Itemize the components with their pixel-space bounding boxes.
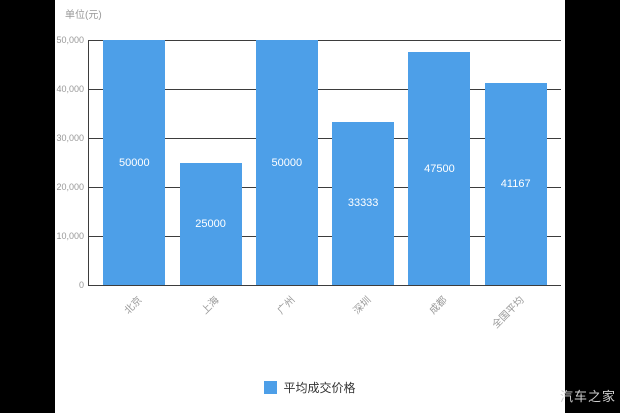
- x-axis-tick-labels: 北京 上海 广州 深圳 成都 全国平均: [89, 290, 561, 331]
- plot-area: 50,000 40,000 30,000 20,000 10,000 0 50000 250…: [56, 35, 561, 331]
- grid-line: [89, 40, 561, 41]
- x-tick-cell: 全国平均: [485, 290, 547, 331]
- grid-line: [89, 236, 561, 237]
- bar-value-label: 47500: [424, 162, 455, 175]
- bar: 47500: [408, 52, 471, 285]
- y-tick-label: 40,000: [56, 84, 84, 94]
- bar-value-label: 50000: [118, 156, 150, 169]
- y-tick-label: 0: [78, 280, 84, 290]
- x-axis-label: 成都: [428, 294, 451, 317]
- legend: 平均成交价格: [55, 379, 565, 396]
- grid-line: [89, 89, 561, 90]
- x-axis-label: 广州: [275, 294, 298, 317]
- bar-series: 50000 25000 50000 33333 47500 41167: [89, 40, 561, 285]
- y-axis-unit-label: 单位(元): [65, 10, 102, 21]
- bar: 25000: [179, 162, 242, 285]
- y-axis-tick-labels: 50,000 40,000 30,000 20,000 10,000 0: [42, 35, 84, 290]
- bar: 33333: [332, 121, 395, 285]
- bar: 50000: [103, 40, 166, 285]
- x-tick-cell: 上海: [180, 290, 242, 330]
- y-tick-label: 30,000: [56, 133, 84, 143]
- grid-line: [89, 187, 561, 188]
- x-axis-label: 北京: [122, 294, 145, 317]
- x-axis-label: 深圳: [351, 294, 374, 317]
- watermark-autohome: 汽车之家: [559, 389, 616, 404]
- y-tick-label: 50,000: [56, 35, 84, 45]
- bar-value-label: 25000: [195, 217, 226, 230]
- x-tick-cell: 广州: [256, 290, 318, 330]
- legend-label: 平均成交价格: [283, 381, 356, 395]
- bar-value-label: 50000: [271, 156, 303, 169]
- x-axis-label: 全国平均: [490, 294, 527, 331]
- y-tick-label: 20,000: [56, 182, 84, 192]
- legend-color-swatch: [264, 381, 278, 394]
- x-axis-label: 上海: [199, 294, 222, 317]
- bar-value-label: 33333: [347, 197, 379, 210]
- x-tick-cell: 成都: [408, 290, 470, 330]
- x-tick-cell: 北京: [103, 290, 165, 330]
- grid-line: [89, 138, 561, 139]
- chart-panel: 单位(元) 50,000 40,000 30,000 20,000 10,000 0 50…: [55, 0, 565, 413]
- bar: 41167: [484, 83, 547, 285]
- bar: 50000: [255, 40, 318, 285]
- x-tick-cell: 深圳: [332, 290, 394, 330]
- y-tick-label: 10,000: [56, 231, 84, 241]
- bar-value-label: 41167: [500, 178, 531, 191]
